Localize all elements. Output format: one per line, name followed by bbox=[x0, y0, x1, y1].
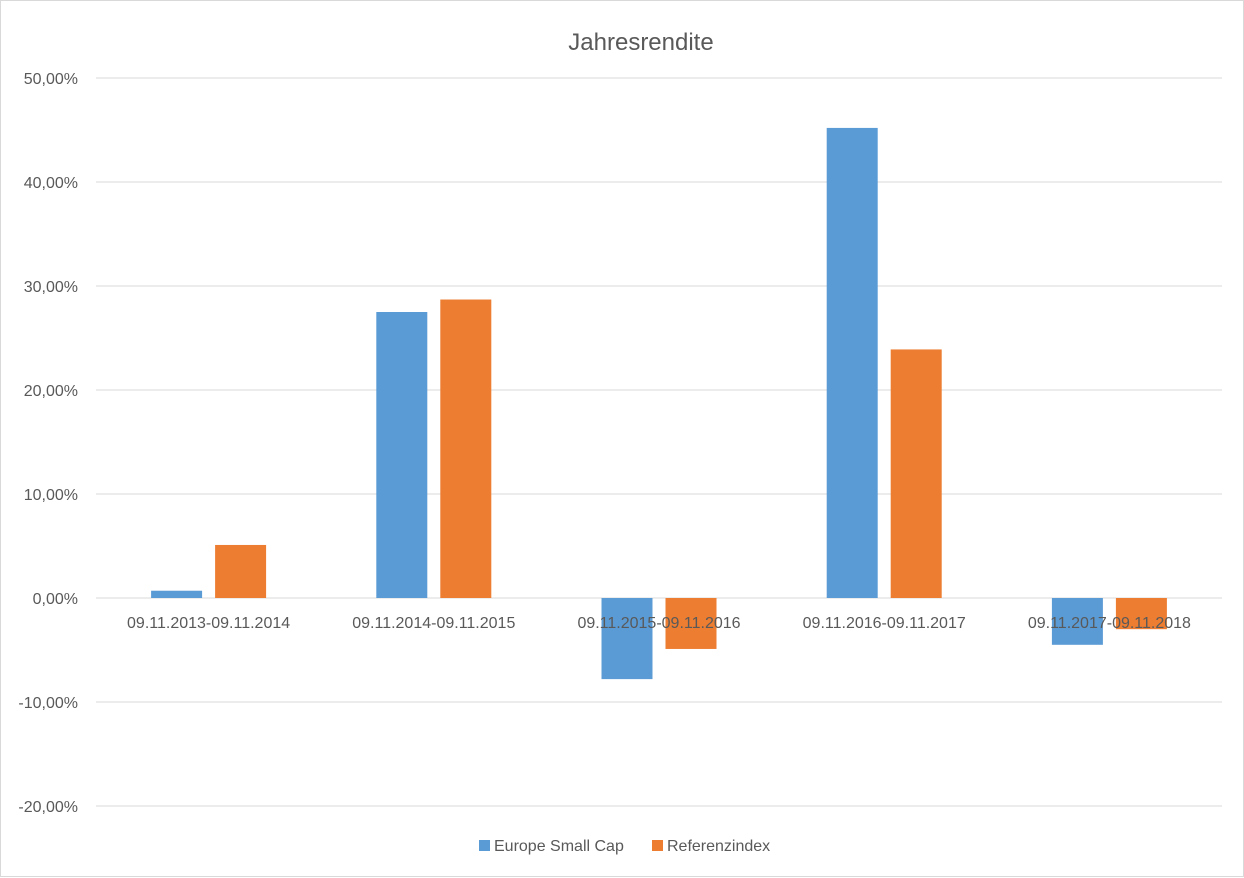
legend-label: Europe Small Cap bbox=[494, 838, 624, 855]
legend-label: Referenzindex bbox=[667, 838, 770, 855]
bar-europe-small-cap bbox=[601, 598, 653, 680]
legend-swatch bbox=[652, 840, 663, 851]
y-tick-label: 20,00% bbox=[24, 383, 78, 400]
x-tick-label: 09.11.2014-09.11.2015 bbox=[352, 615, 515, 632]
x-tick-label: 09.11.2013-09.11.2014 bbox=[127, 615, 290, 632]
legend: Europe Small Cap Referenzindex bbox=[479, 838, 770, 855]
x-axis-tick-labels: 09.11.2013-09.11.2014 09.11.2014-09.11.20… bbox=[127, 615, 1191, 632]
bar-europe-small-cap bbox=[376, 312, 428, 598]
bar-referenzindex bbox=[665, 598, 717, 649]
bar-europe-small-cap bbox=[826, 127, 878, 599]
legend-swatch bbox=[479, 840, 490, 851]
x-tick-label: 09.11.2015-09.11.2016 bbox=[577, 615, 740, 632]
y-tick-label: 30,00% bbox=[24, 279, 78, 296]
y-tick-label: 50,00% bbox=[24, 71, 78, 88]
bar-europe-small-cap bbox=[1051, 598, 1103, 645]
gridlines bbox=[96, 77, 1222, 807]
bar-referenzindex bbox=[440, 299, 492, 598]
y-tick-label: 40,00% bbox=[24, 175, 78, 192]
chart-title: Jahresrendite bbox=[568, 29, 713, 56]
bar-referenzindex bbox=[890, 349, 942, 598]
bars bbox=[151, 127, 1167, 680]
y-tick-label: -10,00% bbox=[18, 695, 78, 712]
y-tick-label: 10,00% bbox=[24, 487, 78, 504]
y-axis-tick-labels: 50,00% 40,00% 30,00% 20,00% 10,00% 0,00% -10,0… bbox=[18, 71, 78, 816]
bar-referenzindex bbox=[215, 544, 267, 598]
y-tick-label: -20,00% bbox=[18, 799, 78, 816]
bar-europe-small-cap bbox=[151, 590, 203, 598]
y-tick-label: 0,00% bbox=[33, 591, 78, 608]
x-tick-label: 09.11.2016-09.11.2017 bbox=[803, 615, 966, 632]
bar-referenzindex bbox=[1115, 598, 1167, 630]
x-tick-label: 09.11.2017-09.11.2018 bbox=[1028, 615, 1191, 632]
